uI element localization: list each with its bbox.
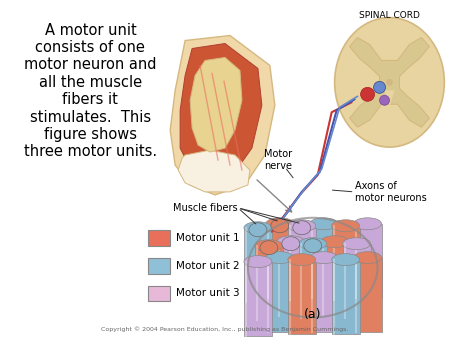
Ellipse shape [342, 238, 370, 250]
Text: SPINAL CORD: SPINAL CORD [359, 11, 420, 20]
Ellipse shape [244, 256, 272, 268]
FancyBboxPatch shape [148, 230, 170, 246]
FancyBboxPatch shape [342, 244, 370, 318]
FancyBboxPatch shape [310, 224, 338, 298]
Ellipse shape [354, 218, 382, 230]
Polygon shape [190, 57, 242, 152]
FancyBboxPatch shape [354, 224, 382, 298]
FancyBboxPatch shape [354, 258, 382, 332]
Text: A motor unit
consists of one
motor neuron and
all the muscle
fibers it
stimulate: A motor unit consists of one motor neuro… [24, 23, 157, 160]
Text: (a): (a) [304, 308, 321, 321]
Ellipse shape [299, 238, 327, 250]
FancyBboxPatch shape [299, 244, 327, 318]
FancyBboxPatch shape [310, 258, 338, 332]
FancyBboxPatch shape [288, 226, 316, 300]
Ellipse shape [332, 220, 360, 232]
FancyBboxPatch shape [321, 242, 349, 316]
FancyBboxPatch shape [266, 258, 294, 332]
Text: Copyright © 2004 Pearson Education, Inc., publishing as Benjamin Cummings.: Copyright © 2004 Pearson Education, Inc.… [101, 327, 349, 332]
FancyBboxPatch shape [148, 258, 170, 273]
Ellipse shape [387, 79, 392, 86]
Ellipse shape [354, 252, 382, 264]
Polygon shape [384, 90, 395, 107]
Polygon shape [178, 150, 250, 192]
Ellipse shape [374, 81, 386, 93]
FancyBboxPatch shape [288, 260, 316, 334]
Ellipse shape [282, 237, 300, 251]
Text: Axons of
motor neurons: Axons of motor neurons [355, 181, 426, 203]
Ellipse shape [277, 236, 305, 248]
FancyBboxPatch shape [277, 242, 305, 316]
Ellipse shape [266, 252, 294, 264]
Ellipse shape [249, 223, 267, 237]
FancyBboxPatch shape [332, 260, 360, 334]
Ellipse shape [293, 221, 311, 235]
Ellipse shape [271, 219, 289, 233]
Polygon shape [350, 38, 429, 127]
Text: Motor unit 1: Motor unit 1 [176, 233, 240, 243]
Ellipse shape [255, 240, 283, 252]
Ellipse shape [321, 236, 349, 248]
Ellipse shape [244, 222, 272, 234]
Polygon shape [170, 35, 275, 195]
Text: Motor
nerve: Motor nerve [264, 149, 292, 171]
Ellipse shape [288, 220, 316, 232]
Ellipse shape [310, 218, 338, 230]
FancyBboxPatch shape [148, 286, 170, 301]
Ellipse shape [260, 241, 278, 255]
Text: Motor unit 2: Motor unit 2 [176, 261, 240, 271]
Ellipse shape [310, 252, 338, 264]
Text: Muscle fibers: Muscle fibers [173, 203, 238, 213]
Ellipse shape [288, 254, 316, 266]
Text: Motor unit 3: Motor unit 3 [176, 289, 240, 298]
Ellipse shape [304, 239, 322, 252]
FancyBboxPatch shape [255, 246, 283, 320]
Polygon shape [180, 44, 262, 178]
FancyBboxPatch shape [244, 262, 272, 336]
Ellipse shape [266, 218, 294, 230]
FancyBboxPatch shape [266, 224, 294, 298]
Ellipse shape [335, 18, 444, 147]
Ellipse shape [332, 254, 360, 266]
Ellipse shape [360, 87, 374, 101]
FancyBboxPatch shape [332, 226, 360, 300]
Ellipse shape [379, 95, 390, 105]
FancyBboxPatch shape [244, 228, 272, 303]
